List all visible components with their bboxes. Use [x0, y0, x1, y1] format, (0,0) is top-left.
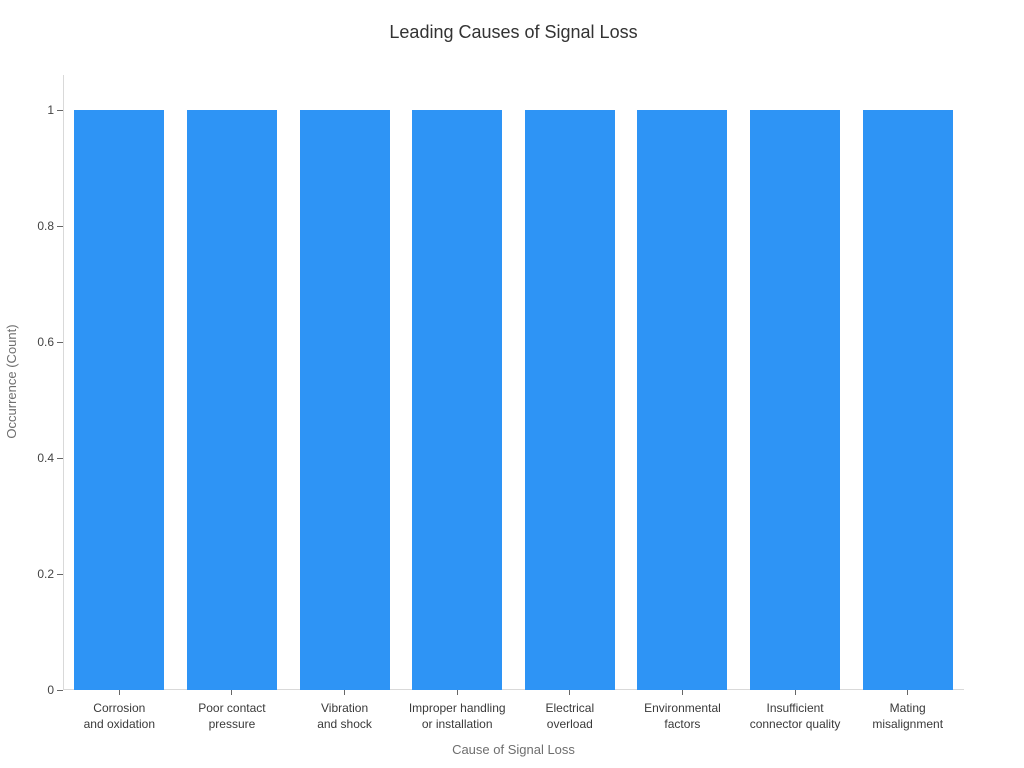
x-axis-line	[63, 689, 964, 690]
x-tick-label: Corrosion and oxidation	[83, 701, 155, 731]
x-tick: Corrosion and oxidation	[63, 690, 176, 732]
x-tick: Improper handling or installation	[401, 690, 514, 732]
bar-cell	[739, 75, 852, 690]
x-tick-label: Poor contact pressure	[198, 701, 266, 731]
x-tick-label: Improper handling or installation	[408, 701, 506, 731]
x-tick-label: Vibration and shock	[317, 701, 372, 731]
bar-cell	[63, 75, 176, 690]
x-tick-mark	[344, 690, 346, 695]
y-tick-label: 0	[47, 683, 54, 697]
bar[interactable]	[299, 109, 390, 690]
y-tick-label: 0.8	[37, 218, 54, 233]
bars-row	[63, 75, 964, 690]
y-tick-label: 0.2	[37, 566, 54, 581]
x-tick-mark	[794, 690, 796, 695]
bar-cell	[851, 75, 964, 690]
x-tick-label: Environmental factors	[644, 701, 721, 731]
x-tick-label: Mating misalignment	[872, 701, 944, 731]
plot-area: 0 0.2 0.4 0.6 0.8 1	[37, 75, 964, 697]
bar[interactable]	[637, 109, 728, 690]
x-tick-mark	[569, 690, 571, 695]
x-tick: Electrical overload	[514, 690, 627, 732]
y-tick-mark	[57, 109, 63, 111]
x-tick: Poor contact pressure	[176, 690, 289, 732]
y-tick-mark	[57, 341, 63, 343]
y-tick-label: 0.6	[37, 334, 54, 349]
y-tick-label: 0.4	[37, 450, 54, 465]
bar[interactable]	[750, 109, 841, 690]
y-axis-line	[63, 75, 64, 690]
bar-cell	[401, 75, 514, 690]
y-tick-mark	[57, 457, 63, 459]
x-tick-mark	[231, 690, 233, 695]
x-tick-mark	[118, 690, 120, 695]
bar[interactable]	[74, 109, 165, 690]
y-tick-mark	[57, 225, 63, 227]
x-tick-mark	[681, 690, 683, 695]
x-tick-mark	[907, 690, 909, 695]
bar[interactable]	[524, 109, 615, 690]
y-tick-mark	[57, 690, 63, 691]
y-tick-mark	[57, 573, 63, 575]
x-tick-mark	[456, 690, 458, 695]
x-tick-label: Insufficient connector quality	[749, 701, 841, 731]
bar[interactable]	[412, 109, 503, 690]
y-tick-label: 1	[47, 102, 54, 117]
bar-cell	[514, 75, 627, 690]
bar-cell	[288, 75, 401, 690]
x-tick: Vibration and shock	[288, 690, 401, 732]
bar-cell	[176, 75, 289, 690]
y-axis-title: Occurrence (Count)	[4, 324, 19, 439]
x-axis-title: Cause of Signal Loss	[452, 742, 575, 757]
x-tick: Environmental factors	[626, 690, 739, 732]
x-tick-label: Electrical overload	[545, 701, 595, 731]
bar[interactable]	[862, 109, 953, 690]
bar[interactable]	[186, 109, 277, 690]
bar-cell	[626, 75, 739, 690]
x-tick: Insufficient connector quality	[739, 690, 852, 732]
x-tick: Mating misalignment	[851, 690, 964, 732]
x-tick-labels-row: Corrosion and oxidation Poor contact pressu…	[63, 690, 964, 732]
chart-title: Leading Causes of Signal Loss	[389, 22, 638, 42]
